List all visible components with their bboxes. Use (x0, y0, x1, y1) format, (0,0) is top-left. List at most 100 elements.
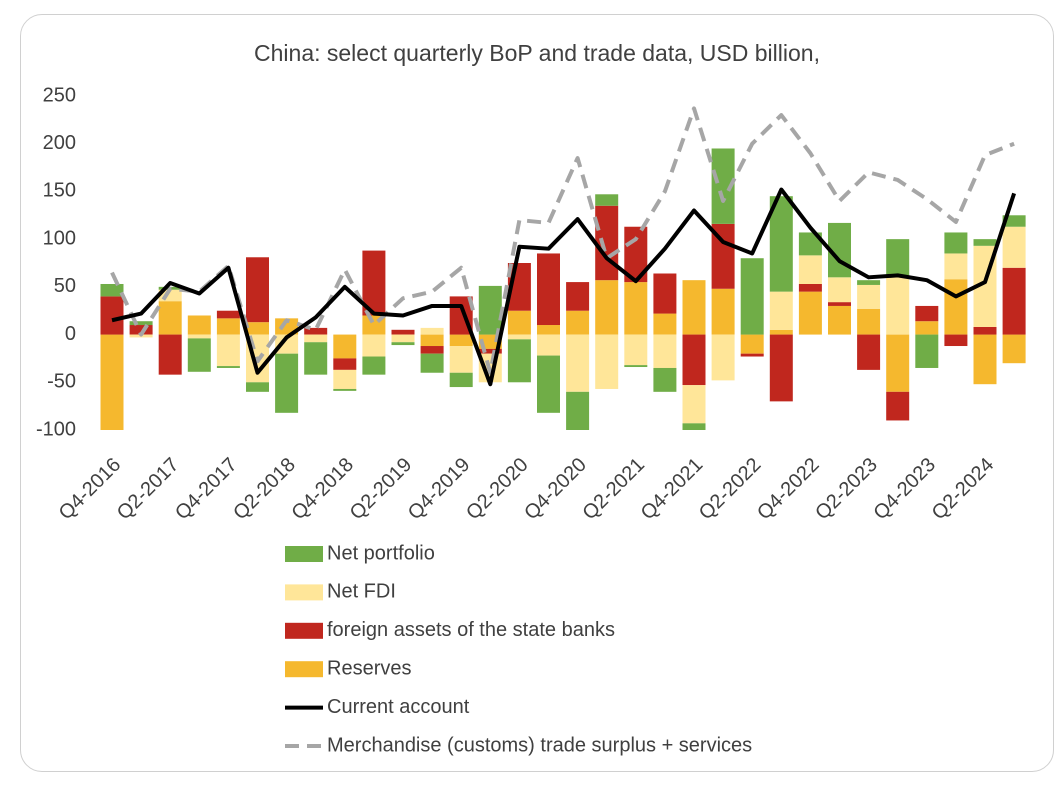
bar (595, 334, 619, 389)
legend-label: Net FDI (327, 581, 396, 603)
bar (478, 285, 502, 335)
y-tick-label: 200 (43, 132, 76, 154)
bar (973, 334, 997, 385)
bar (711, 223, 735, 289)
bar (391, 329, 415, 335)
line (111, 187, 1017, 387)
bar (158, 301, 182, 335)
bar (624, 282, 648, 335)
bar (333, 358, 357, 370)
bar (507, 339, 531, 383)
x-tick-label: Q4-2016 (55, 454, 126, 525)
bar (711, 334, 735, 381)
bar (944, 279, 968, 335)
bar (391, 334, 415, 343)
y-tick-label: 50 (54, 275, 76, 297)
bar (973, 326, 997, 335)
x-tick-label: Q4-2017 (171, 454, 242, 525)
legend-label: Merchandise (customs) trade surplus + se… (327, 734, 752, 756)
bar (537, 334, 560, 356)
bar (915, 334, 939, 368)
bar (798, 283, 822, 292)
bar (828, 305, 851, 335)
bar (420, 327, 444, 335)
bar (507, 310, 531, 335)
bar (682, 334, 706, 386)
bar (886, 391, 910, 421)
bar (537, 325, 560, 335)
legend-swatch (285, 546, 323, 562)
bar (187, 315, 211, 335)
bar (798, 232, 822, 256)
x-tick-label: Q2-2018 (229, 454, 300, 525)
bar (769, 291, 793, 330)
bar (1002, 215, 1026, 227)
bar (566, 391, 590, 430)
bar (246, 257, 269, 323)
x-tick-label: Q2-2023 (811, 454, 882, 525)
bar (275, 318, 299, 335)
bar (129, 321, 153, 326)
bar (886, 239, 910, 278)
legend-swatch (285, 622, 323, 639)
bar (828, 302, 851, 306)
x-tick-label: Q2-2022 (695, 454, 766, 525)
bar (886, 334, 910, 392)
bar (653, 313, 677, 335)
bar (391, 342, 415, 346)
legend-label: Net portfolio (327, 542, 435, 564)
bar (944, 334, 968, 347)
bar (362, 356, 386, 375)
bar (100, 296, 124, 335)
bar (740, 334, 764, 354)
y-tick-label: 0 (65, 323, 76, 345)
bar (798, 291, 822, 335)
legend-label: Reserves (327, 657, 411, 679)
bar (740, 258, 764, 335)
bar (449, 334, 473, 347)
bar (100, 283, 124, 297)
chart-card (20, 14, 1054, 772)
x-tick-label: Q4-2022 (753, 454, 824, 525)
bar (129, 325, 153, 335)
bar (595, 194, 619, 206)
y-tick-label: 150 (43, 180, 76, 202)
y-tick-label: 100 (43, 227, 76, 249)
bar (362, 334, 386, 357)
bar (420, 346, 444, 354)
bar (769, 334, 793, 402)
bar (740, 353, 764, 357)
bar (362, 250, 386, 316)
x-tick-label: Q2-2020 (462, 454, 533, 525)
bar (682, 423, 706, 430)
bar (304, 334, 328, 343)
bar (1002, 334, 1026, 364)
bar (769, 196, 793, 292)
bar (449, 346, 473, 373)
y-tick-label: 250 (43, 84, 76, 106)
bar (537, 253, 560, 326)
bar (100, 334, 124, 430)
x-tick-label: Q4-2020 (520, 454, 591, 525)
y-tick-label: -50 (47, 371, 76, 393)
bar (333, 388, 357, 391)
bar (711, 288, 735, 335)
x-tick-label: Q2-2019 (346, 454, 417, 525)
bar (246, 382, 269, 392)
bar (653, 334, 677, 368)
bar (420, 353, 444, 373)
bar (216, 366, 240, 368)
bar (158, 334, 182, 375)
legend-swatch (285, 584, 323, 601)
bar (595, 280, 619, 335)
bar (187, 338, 211, 372)
bar (798, 255, 822, 284)
bar (478, 348, 502, 354)
x-tick-label: Q2-2017 (113, 454, 184, 525)
y-tick-label: -100 (36, 418, 76, 440)
bar (653, 367, 677, 392)
x-tick-label: Q2-2021 (578, 454, 649, 525)
bar (769, 329, 793, 335)
bar (1002, 267, 1026, 335)
